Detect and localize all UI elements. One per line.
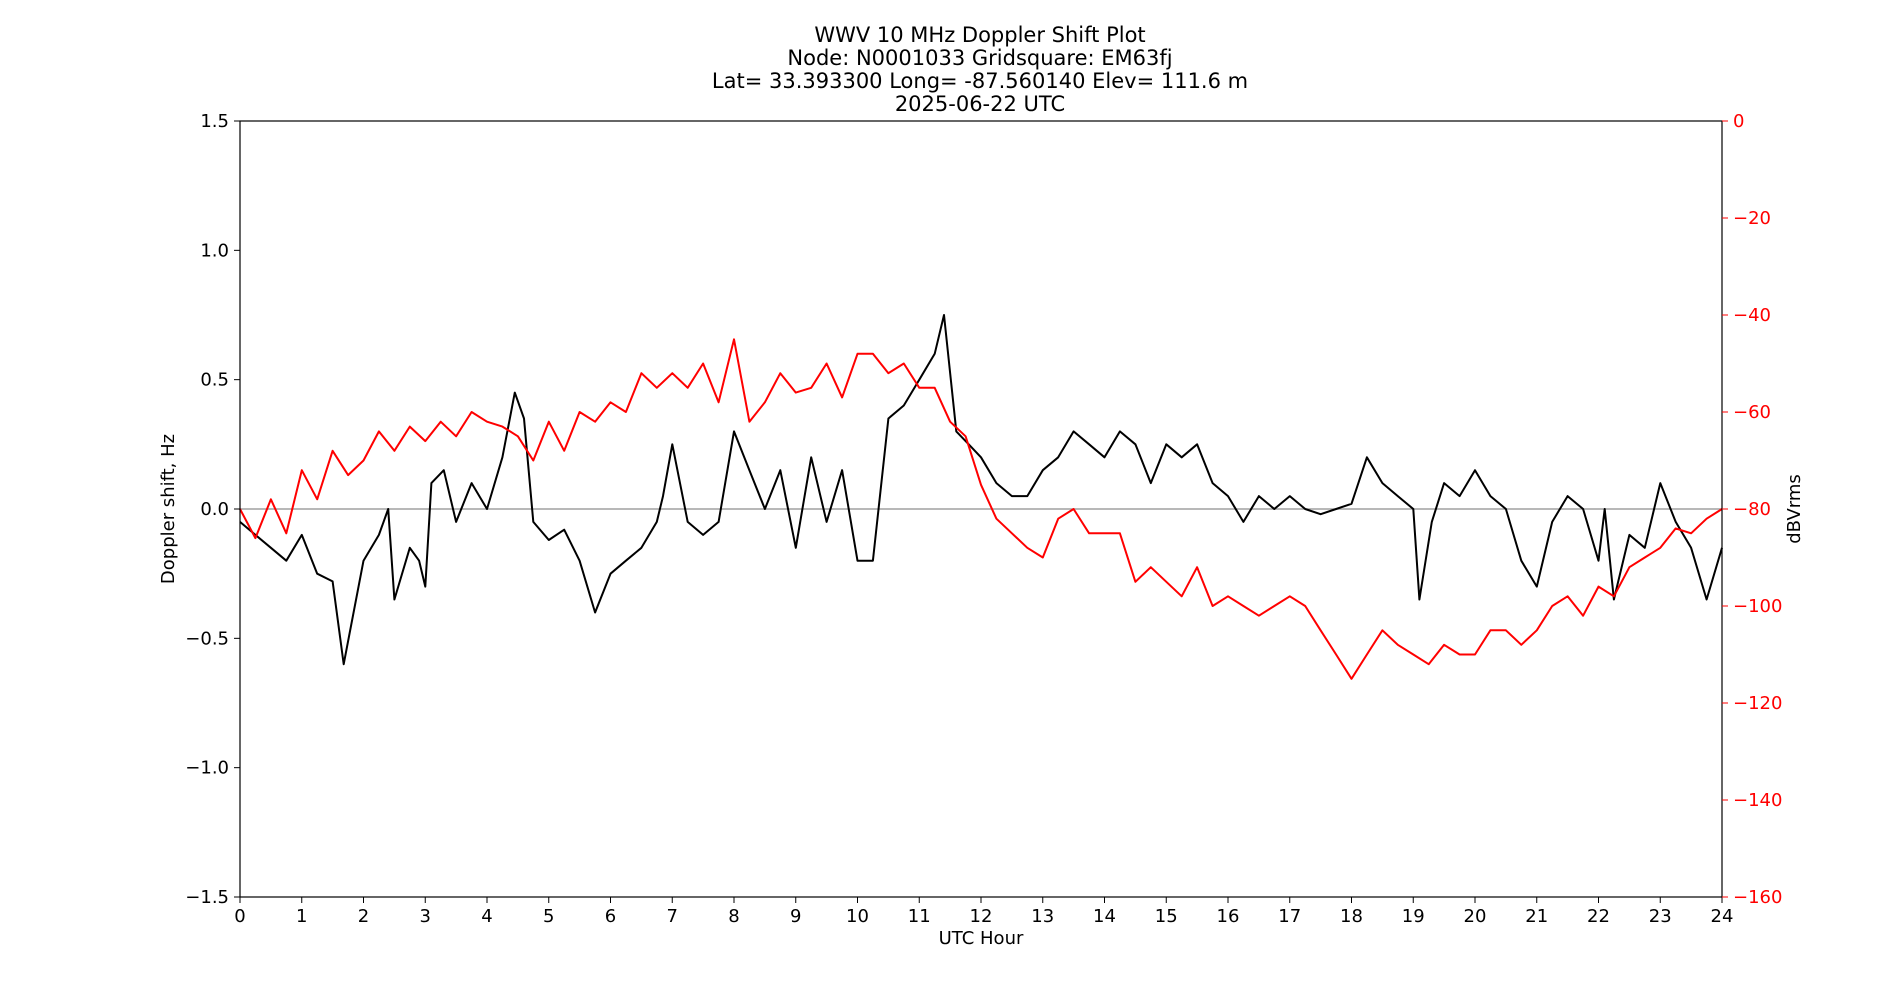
x-tick-label: 6 [605,906,616,927]
right-y-tick-label: −120 [1733,693,1782,714]
x-tick-label: 9 [790,906,801,927]
x-tick-label: 22 [1587,906,1610,927]
right-y-tick-label: −80 [1733,499,1771,520]
right-y-tick-label: −40 [1733,305,1771,326]
x-axis-ticks: 0 1 2 3 4 5 6 7 8 9 10 11 12 13 14 15 16 17 18 19 20 21 22 23 24 [234,897,1733,927]
chart-title: WWV 10 MHz Doppler Shift Plot Node: N000… [712,23,1248,116]
x-tick-label: 10 [846,906,869,927]
x-tick-label: 1 [296,906,307,927]
left-y-axis-label: Doppler shift, Hz [158,434,179,584]
signal-level-series-line [239,338,1723,680]
right-y-axis-label: dBVrms [1784,474,1805,544]
title-line-2: Node: N0001033 Gridsquare: EM63fj [787,46,1172,70]
x-tick-label: 19 [1402,906,1425,927]
x-tick-label: 8 [728,906,739,927]
x-tick-label: 2 [358,906,369,927]
right-y-tick-label: −160 [1733,887,1782,908]
right-y-axis-ticks: 0 −20 −40 −60 −80 −100 −120 −140 −160 [1722,111,1782,908]
series-lines [239,314,1723,680]
title-line-3: Lat= 33.393300 Long= -87.560140 Elev= 11… [712,69,1248,93]
x-tick-label: 3 [420,906,431,927]
left-y-tick-label: 0.5 [200,370,229,391]
x-tick-label: 7 [667,906,678,927]
x-axis-label: UTC Hour [939,928,1024,949]
right-y-tick-label: −140 [1733,790,1782,811]
left-y-tick-label: 1.0 [200,240,229,261]
title-line-4: 2025-06-22 UTC [895,92,1065,116]
left-y-tick-label: −1.0 [185,758,229,779]
x-tick-label: 23 [1649,906,1672,927]
x-tick-label: 0 [234,906,245,927]
x-tick-label: 11 [908,906,931,927]
right-y-tick-label: −20 [1733,208,1771,229]
x-tick-label: 13 [1031,906,1054,927]
doppler-shift-series-line [239,314,1723,666]
x-tick-label: 16 [1217,906,1240,927]
left-y-tick-label: 0.0 [200,499,229,520]
left-y-axis-ticks: 1.5 1.0 0.5 0.0 −0.5 −1.0 −1.5 [185,111,240,908]
x-tick-label: 5 [543,906,554,927]
left-y-tick-label: 1.5 [200,111,229,132]
x-tick-label: 15 [1155,906,1178,927]
left-y-tick-label: −1.5 [185,887,229,908]
x-tick-label: 18 [1340,906,1363,927]
x-tick-label: 21 [1525,906,1548,927]
x-tick-label: 12 [970,906,993,927]
right-y-tick-label: −100 [1733,596,1782,617]
left-y-tick-label: −0.5 [185,628,229,649]
x-tick-label: 4 [481,906,492,927]
x-tick-label: 17 [1278,906,1301,927]
right-y-tick-label: −60 [1733,402,1771,423]
title-line-1: WWV 10 MHz Doppler Shift Plot [814,23,1145,47]
x-tick-label: 24 [1711,906,1734,927]
right-y-tick-label: 0 [1733,111,1744,132]
x-tick-label: 20 [1464,906,1487,927]
x-tick-label: 14 [1093,906,1116,927]
